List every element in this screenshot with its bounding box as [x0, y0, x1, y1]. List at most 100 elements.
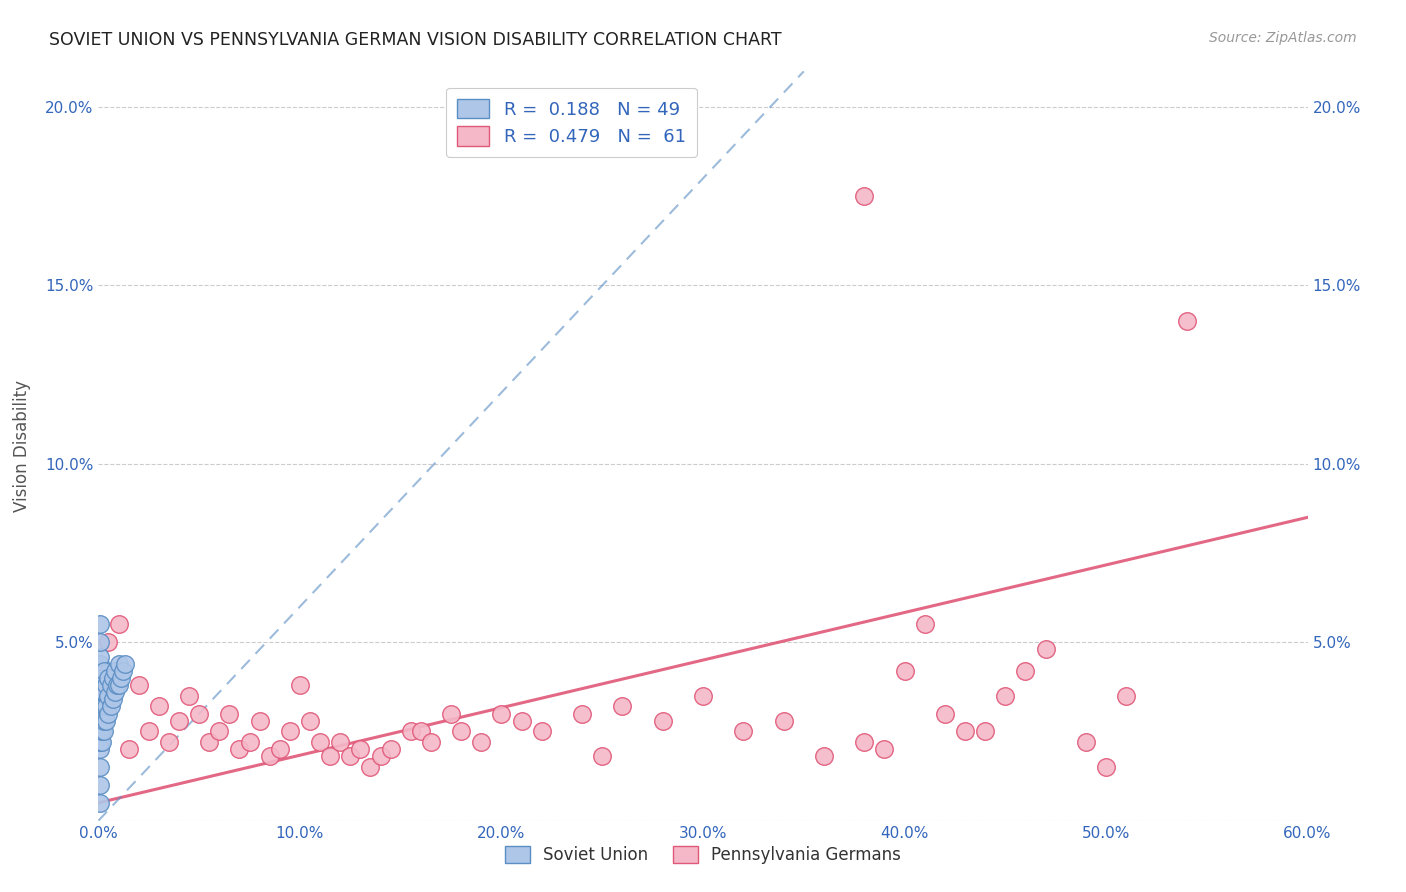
- Point: [89, 671, 111, 685]
- Point: [1175, 314, 1198, 328]
- Point: [89, 706, 111, 721]
- Point: [128, 678, 150, 692]
- Point: [103, 685, 125, 699]
- Point: [91, 696, 114, 710]
- Point: [953, 724, 976, 739]
- Point: [107, 617, 129, 632]
- Point: [974, 724, 997, 739]
- Point: [319, 749, 342, 764]
- Point: [349, 742, 371, 756]
- Text: Source: ZipAtlas.com: Source: ZipAtlas.com: [1209, 31, 1357, 45]
- Point: [491, 706, 513, 721]
- Point: [138, 724, 160, 739]
- Point: [93, 699, 115, 714]
- Point: [299, 714, 322, 728]
- Point: [239, 735, 262, 749]
- Point: [89, 685, 111, 699]
- Point: [93, 685, 115, 699]
- Point: [208, 724, 231, 739]
- Point: [91, 685, 114, 699]
- Point: [89, 678, 111, 692]
- Point: [612, 699, 634, 714]
- Point: [249, 714, 271, 728]
- Point: [89, 696, 111, 710]
- Point: [91, 724, 114, 739]
- Point: [409, 724, 432, 739]
- Point: [591, 749, 613, 764]
- Point: [89, 664, 111, 678]
- Point: [96, 714, 118, 728]
- Legend: Soviet Union, Pennsylvania Germans: Soviet Union, Pennsylvania Germans: [496, 838, 910, 872]
- Point: [96, 699, 118, 714]
- Point: [93, 714, 115, 728]
- Point: [994, 689, 1017, 703]
- Point: [89, 714, 111, 728]
- Point: [89, 724, 111, 739]
- Point: [440, 706, 463, 721]
- Point: [873, 742, 896, 756]
- Point: [198, 735, 221, 749]
- Point: [228, 742, 250, 756]
- Point: [101, 671, 124, 685]
- Point: [105, 678, 128, 692]
- Point: [89, 735, 111, 749]
- Point: [89, 760, 111, 774]
- Point: [89, 689, 111, 703]
- Point: [309, 735, 332, 749]
- Point: [893, 664, 915, 678]
- Point: [107, 657, 129, 671]
- Text: SOVIET UNION VS PENNSYLVANIA GERMAN VISION DISABILITY CORRELATION CHART: SOVIET UNION VS PENNSYLVANIA GERMAN VISI…: [49, 31, 782, 49]
- Point: [89, 635, 111, 649]
- Point: [89, 742, 111, 756]
- Point: [179, 689, 201, 703]
- Point: [91, 706, 114, 721]
- Point: [97, 635, 120, 649]
- Point: [571, 706, 593, 721]
- Point: [733, 724, 755, 739]
- Point: [360, 760, 382, 774]
- Point: [97, 671, 120, 685]
- Point: [100, 699, 122, 714]
- Point: [339, 749, 361, 764]
- Point: [692, 689, 714, 703]
- Point: [97, 706, 120, 721]
- Y-axis label: Vision Disability: Vision Disability: [13, 380, 31, 512]
- Point: [91, 714, 114, 728]
- Point: [772, 714, 794, 728]
- Point: [157, 735, 180, 749]
- Point: [118, 742, 141, 756]
- Point: [853, 735, 876, 749]
- Point: [107, 678, 129, 692]
- Point: [93, 664, 115, 678]
- Point: [93, 724, 115, 739]
- Point: [89, 778, 111, 792]
- Point: [89, 699, 111, 714]
- Point: [110, 671, 132, 685]
- Point: [89, 796, 111, 810]
- Point: [97, 689, 120, 703]
- Point: [510, 714, 533, 728]
- Point: [101, 692, 124, 706]
- Point: [111, 664, 134, 678]
- Point: [288, 678, 311, 692]
- Point: [1014, 664, 1036, 678]
- Point: [380, 742, 402, 756]
- Point: [420, 735, 443, 749]
- Point: [91, 735, 114, 749]
- Point: [103, 664, 125, 678]
- Point: [148, 699, 170, 714]
- Point: [218, 706, 240, 721]
- Point: [278, 724, 301, 739]
- Point: [914, 617, 936, 632]
- Point: [269, 742, 291, 756]
- Point: [100, 678, 122, 692]
- Point: [470, 735, 492, 749]
- Point: [96, 678, 118, 692]
- Point: [1095, 760, 1118, 774]
- Point: [1035, 642, 1057, 657]
- Point: [530, 724, 553, 739]
- Point: [89, 649, 111, 664]
- Point: [329, 735, 352, 749]
- Point: [1115, 689, 1137, 703]
- Point: [114, 657, 136, 671]
